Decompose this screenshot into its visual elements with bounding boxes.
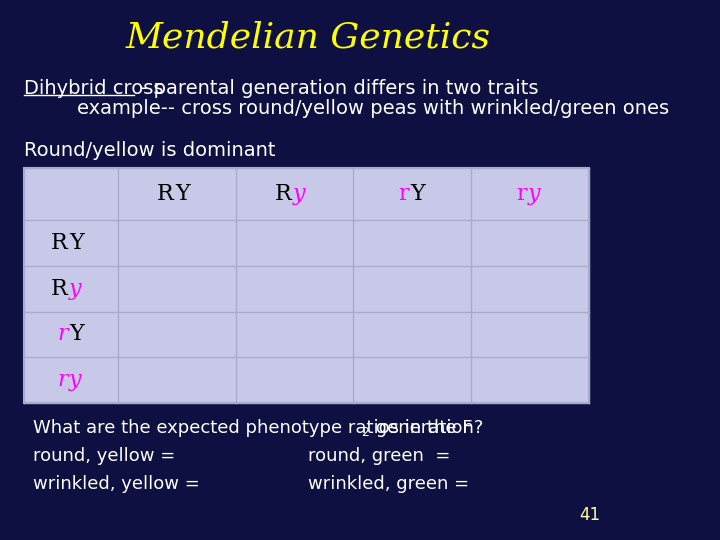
Text: Y: Y [175, 183, 190, 205]
Text: y: y [69, 278, 82, 300]
Text: Y: Y [69, 323, 84, 346]
Text: R: R [274, 183, 291, 205]
Text: What are the expected phenotype ratios in the F: What are the expected phenotype ratios i… [32, 419, 472, 437]
Text: wrinkled, green =: wrinkled, green = [308, 475, 469, 493]
Text: R: R [157, 183, 174, 205]
Text: R: R [51, 278, 68, 300]
Bar [24, 168, 589, 403]
Text: wrinkled, yellow =: wrinkled, yellow = [32, 475, 199, 493]
Text: R: R [51, 232, 68, 254]
Text: Dihybrid cross: Dihybrid cross [24, 78, 163, 98]
Text: r: r [516, 183, 526, 205]
Text: Round/yellow is dominant: Round/yellow is dominant [24, 140, 276, 159]
Text: 2: 2 [361, 426, 369, 438]
Text: round, green  =: round, green = [308, 447, 451, 465]
Text: y: y [293, 183, 305, 205]
Text: r: r [57, 323, 68, 346]
Text: r: r [398, 183, 409, 205]
Text: example-- cross round/yellow peas with wrinkled/green ones: example-- cross round/yellow peas with w… [77, 98, 669, 118]
Text: y: y [528, 183, 541, 205]
Text: Mendelian Genetics: Mendelian Genetics [125, 21, 490, 55]
Text: Y: Y [69, 232, 84, 254]
Text: 41: 41 [580, 506, 600, 524]
Text: y: y [69, 369, 82, 391]
Text: Y: Y [410, 183, 426, 205]
Text: r: r [57, 369, 68, 391]
Text: - parental generation differs in two traits: - parental generation differs in two tra… [135, 78, 539, 98]
Text: round, yellow =: round, yellow = [32, 447, 175, 465]
Text: generation?: generation? [369, 419, 483, 437]
